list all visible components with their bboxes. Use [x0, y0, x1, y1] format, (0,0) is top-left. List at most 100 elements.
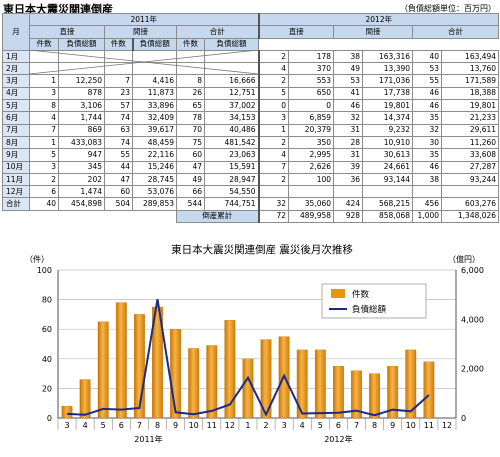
value-cell: 60 [104, 185, 133, 199]
sub-header-debt: 負債総額 [203, 37, 260, 51]
value-cell: 32 [257, 197, 290, 211]
value-cell: 22,116 [132, 148, 177, 162]
value-cell: 744,751 [203, 197, 260, 211]
value-cell: 481,542 [203, 135, 260, 150]
category-label: 3 [64, 421, 69, 430]
value-cell [29, 62, 59, 76]
bar [423, 361, 435, 419]
cumulative-value: 858,068 [362, 209, 414, 224]
value-cell [104, 49, 133, 64]
table-row: 1月 2 178 38 163,316 40 163,494 [2, 49, 500, 64]
year-header-2011: 2011年 [28, 12, 260, 27]
value-cell: 869 [58, 123, 105, 137]
category-label: 11 [207, 421, 217, 430]
table-row: 5月 8 3,106 57 33,896 65 37,002 0 0 46 19,801 46 19,8… [2, 99, 500, 113]
table-row: 12月 6 1,474 60 53,076 66 54,550 [2, 185, 500, 199]
value-cell: 3 [29, 86, 59, 101]
value-cell: 370 [288, 62, 335, 76]
value-cell: 6,859 [288, 111, 335, 125]
group-header-direct: 直接 [257, 25, 335, 39]
value-cell: 15,246 [132, 160, 177, 174]
value-cell: 456 [412, 197, 443, 211]
chart-legend: 件数 負債総額 [321, 283, 427, 319]
bar [206, 345, 218, 419]
value-cell: 171,589 [441, 74, 500, 88]
value-cell: 15,591 [203, 160, 260, 174]
bar [134, 314, 145, 419]
value-cell: 35,060 [288, 197, 335, 211]
cumulative-row: 倒産累計 72 489,958 928 858,068 1,000 1,348,026 [3, 209, 500, 224]
value-cell [441, 185, 500, 199]
value-cell: 37,002 [203, 99, 260, 113]
value-cell: 178 [288, 49, 335, 64]
value-cell: 40 [412, 49, 443, 64]
value-cell: 35 [412, 148, 443, 162]
value-cell: 163,316 [362, 49, 414, 64]
bar [79, 379, 91, 419]
value-cell: 289,853 [132, 197, 177, 211]
value-cell: 6 [29, 185, 59, 199]
value-cell: 57 [104, 99, 133, 113]
right-tick-label: 2,000 [461, 365, 484, 374]
value-cell: 2 [29, 172, 59, 187]
table-row: 7月 7 869 63 39,617 70 40,486 1 20,379 31 9,232 32 29… [2, 123, 500, 137]
value-cell: 47 [176, 160, 205, 174]
value-cell: 13,390 [362, 62, 414, 76]
value-cell: 39,617 [132, 123, 177, 137]
right-tick-label: 6,000 [461, 266, 484, 275]
left-tick-label: 40 [42, 355, 52, 364]
category-label: 2 [263, 421, 268, 430]
month-cell: 8月 [2, 135, 30, 150]
value-cell: 345 [58, 160, 105, 174]
bar [351, 370, 362, 419]
month-cell: 合計 [2, 197, 30, 211]
right-axis-unit: （億円） [448, 254, 480, 264]
value-cell: 40,486 [203, 123, 260, 137]
value-cell: 12,751 [203, 86, 260, 101]
left-tick-label: 80 [42, 296, 52, 305]
value-cell: 504 [104, 197, 133, 211]
legend-swatch-count [331, 289, 345, 298]
value-cell [333, 185, 364, 199]
value-cell: 2,995 [288, 148, 335, 162]
unit-note: （負債総額単位：百万円） [400, 4, 496, 13]
value-cell [104, 62, 133, 76]
cumulative-value: 928 [333, 209, 364, 224]
value-cell: 3,106 [58, 99, 105, 113]
value-cell: 70 [176, 123, 205, 137]
value-cell [58, 49, 105, 64]
value-cell: 4 [257, 62, 290, 76]
value-cell: 12,250 [58, 74, 105, 88]
blank-cell [3, 210, 177, 222]
value-cell: 7 [29, 123, 59, 137]
value-cell: 35 [412, 111, 443, 125]
cumulative-value: 1,000 [412, 209, 443, 224]
table-row: 2月 4 370 49 13,390 53 13,760 [2, 62, 500, 76]
value-cell: 1,474 [58, 185, 105, 199]
value-cell: 19,801 [362, 99, 414, 113]
category-label: 8 [372, 421, 377, 430]
right-tick-label: 4,000 [461, 315, 484, 324]
value-cell: 13,760 [441, 62, 500, 76]
sub-header-count: 件数 [29, 37, 59, 51]
sub-header-row: 件数 負債総額 件数 負債総額 件数 負債総額 [3, 37, 499, 51]
line-series [66, 299, 430, 417]
bar [170, 329, 181, 419]
table-row: 4月 3 878 23 11,873 26 12,751 5 650 41 17,738 46 18,3… [2, 86, 500, 101]
value-cell: 32 [412, 123, 443, 137]
bar [188, 348, 200, 419]
value-cell: 26 [176, 86, 205, 101]
value-cell [203, 62, 260, 76]
bar [115, 302, 127, 419]
value-cell: 33,896 [132, 99, 177, 113]
value-cell [29, 49, 59, 64]
value-cell: 31 [333, 148, 364, 162]
value-cell: 36 [333, 172, 364, 187]
value-cell: 1 [29, 74, 59, 88]
value-cell: 947 [58, 148, 105, 162]
value-cell: 8 [176, 74, 205, 88]
table-row: 11月 2 202 47 28,745 49 28,947 2 100 36 93,144 38 93,… [2, 172, 500, 187]
value-cell: 16,666 [203, 74, 260, 88]
category-label: 8 [155, 421, 160, 430]
category-label: 6 [336, 421, 341, 430]
